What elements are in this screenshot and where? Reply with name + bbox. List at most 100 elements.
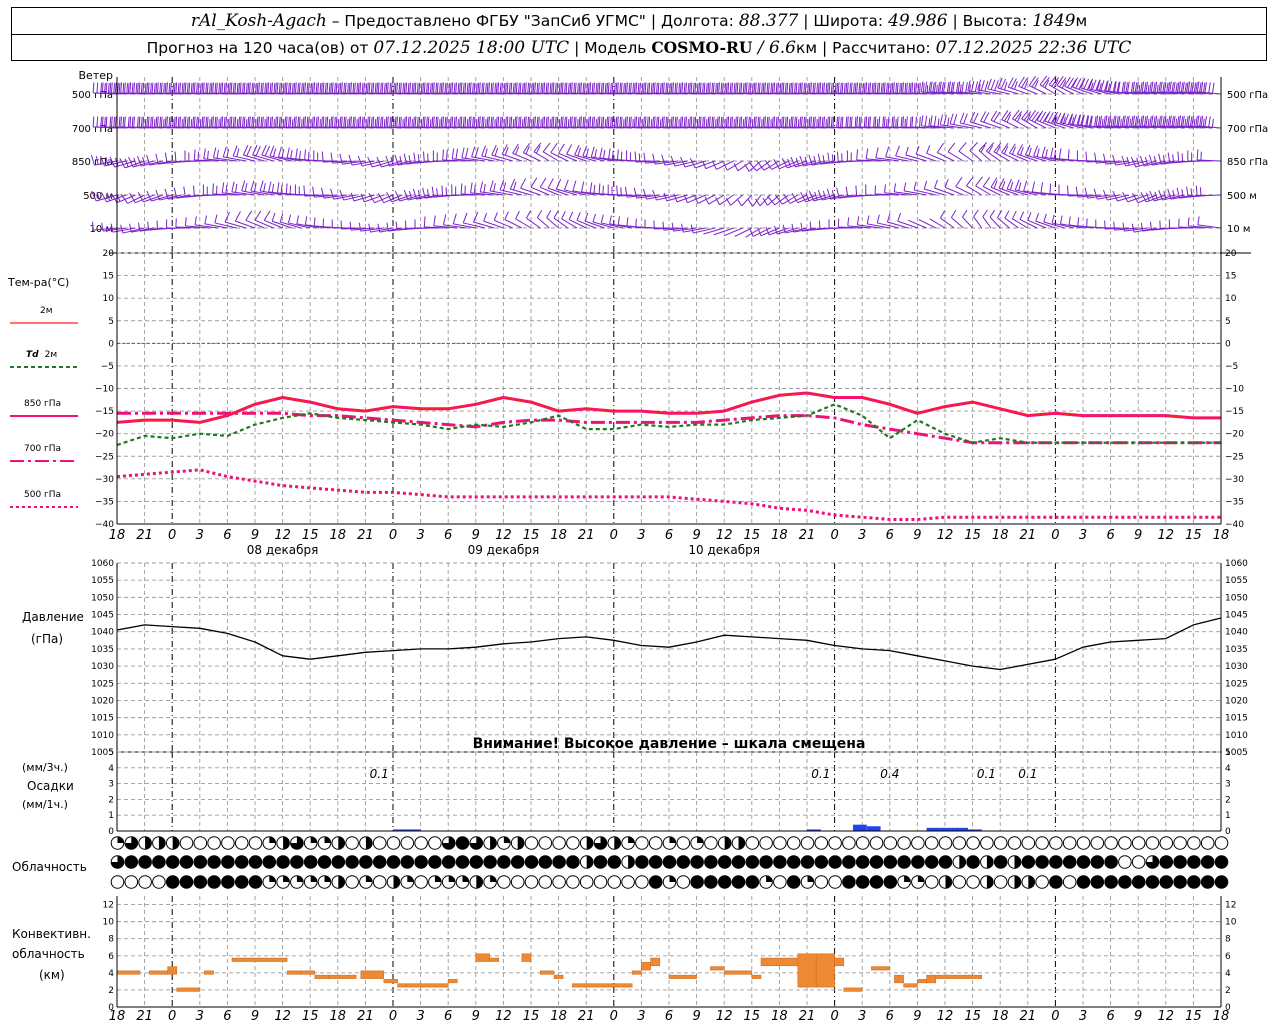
- barb-feather: [804, 116, 807, 128]
- barb-feather: [1034, 80, 1039, 89]
- barb-feather: [532, 82, 535, 94]
- barb-feather: [754, 116, 757, 127]
- barb-feather: [515, 82, 518, 93]
- barb-feather: [1156, 118, 1159, 128]
- cloud-symbol: [317, 836, 332, 850]
- cloud-circle: [635, 855, 649, 869]
- cloud-circle: [566, 855, 580, 869]
- barb-feather: [229, 82, 231, 94]
- barb-feather: [663, 192, 668, 202]
- barb-feather: [1211, 118, 1214, 128]
- cloud-symbol: [842, 836, 856, 850]
- cloud-circle: [1131, 836, 1146, 850]
- barb-feather: [541, 116, 544, 128]
- barb-feather: [400, 82, 402, 94]
- barb-feather: [725, 197, 732, 206]
- barb-staff: [1188, 225, 1212, 229]
- barb-staff: [1197, 224, 1222, 229]
- cloud-circle: [207, 855, 221, 869]
- barb-feather: [259, 180, 264, 192]
- x-tick-label: 6: [223, 528, 231, 543]
- barb-feather: [96, 82, 99, 94]
- y-tick-label-left: 0: [108, 827, 114, 837]
- barb-feather: [1144, 156, 1149, 166]
- barb-staff: [797, 194, 817, 204]
- cloud-symbol: [497, 836, 511, 850]
- barb-feather: [155, 116, 158, 128]
- barb-feather: [453, 82, 456, 94]
- barb-feather: [616, 149, 619, 160]
- barb-feather: [937, 82, 941, 93]
- barb-feather: [225, 82, 227, 94]
- y-tick-label-left: 1055: [91, 576, 114, 586]
- barb-feather: [276, 182, 280, 193]
- barb-staff: [569, 219, 587, 229]
- barb-feather: [267, 116, 270, 127]
- barb-feather: [1184, 82, 1187, 94]
- barb-feather: [164, 116, 167, 128]
- barb-feather: [252, 116, 255, 128]
- barb-feather: [893, 183, 897, 192]
- barb-feather: [698, 116, 701, 128]
- cloud-symbol: [552, 836, 566, 850]
- barb-feather: [840, 82, 842, 94]
- barb-feather: [897, 212, 902, 222]
- barb-feather: [363, 116, 365, 128]
- barb-feather: [494, 83, 497, 94]
- barb-feather: [873, 82, 875, 94]
- cloud-circle: [855, 875, 870, 889]
- barb-feather: [670, 82, 673, 94]
- barb-feather: [501, 82, 503, 94]
- cloud-circle: [883, 855, 898, 869]
- barb-staff: [566, 153, 587, 162]
- barb-feather: [462, 82, 465, 94]
- barb-feather: [641, 83, 644, 94]
- barb-feather: [846, 116, 849, 127]
- barb-feather: [578, 82, 581, 94]
- barb-feather: [109, 82, 112, 94]
- barb-feather: [837, 151, 839, 163]
- barb-feather: [192, 82, 195, 94]
- x-tick-label: 0: [168, 528, 176, 543]
- barb-feather: [944, 179, 949, 188]
- barb-feather: [168, 116, 171, 128]
- y-tick-label-right: 1025: [1225, 679, 1248, 689]
- barb-feather: [1028, 147, 1032, 157]
- barb-feather: [909, 116, 912, 128]
- barb-staff: [821, 194, 844, 201]
- barb-feather: [1182, 81, 1185, 93]
- barb-staff: [983, 186, 1001, 196]
- cloud-symbol: [635, 855, 649, 869]
- cloud-symbol: [938, 875, 953, 889]
- cloud-symbol: [993, 836, 1008, 850]
- barb-feather: [998, 178, 1005, 189]
- barb-staff: [811, 160, 835, 166]
- barb-feather: [291, 83, 294, 94]
- cloud-circle: [1049, 855, 1063, 869]
- x-tick-label: 12: [495, 1009, 512, 1024]
- cloud-circle: [345, 836, 359, 850]
- barb-feather: [1105, 80, 1109, 92]
- barb-feather: [620, 116, 623, 128]
- barb-feather: [1077, 217, 1080, 226]
- barb-feather: [413, 152, 416, 164]
- wind-level-label: 700 гПа: [72, 124, 113, 135]
- cloud-circle: [1145, 836, 1160, 850]
- barb-staff: [787, 160, 808, 169]
- barb-feather: [214, 214, 218, 224]
- y-tick-label-right: −40: [1225, 520, 1244, 530]
- barb-feather: [587, 116, 590, 128]
- barb-feather: [482, 82, 485, 94]
- barb-feather: [708, 116, 711, 127]
- barb-feather: [540, 83, 543, 94]
- barb-feather: [1154, 115, 1158, 127]
- barb-feather: [459, 82, 461, 94]
- barb-feather: [744, 116, 747, 128]
- barb-feather: [1006, 114, 1012, 123]
- cloud-symbol: [1200, 836, 1215, 850]
- barb-feather: [563, 179, 569, 191]
- cloud-symbol: [717, 875, 732, 889]
- y-tick-label-left: 0: [108, 1003, 114, 1013]
- x-tick-label: 18: [992, 1009, 1009, 1024]
- barb-feather: [766, 82, 769, 94]
